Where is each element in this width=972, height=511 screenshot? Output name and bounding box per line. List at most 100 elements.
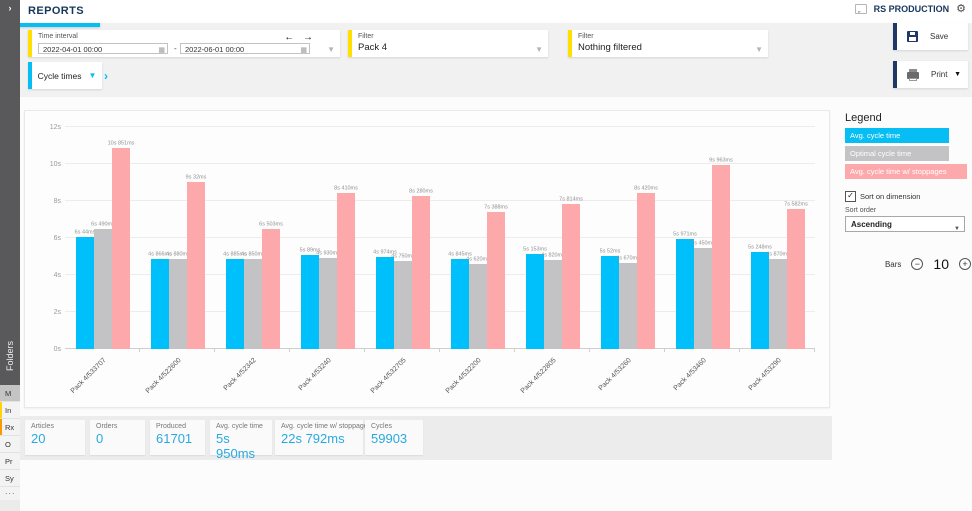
yellow-accent-bar [348,30,352,57]
stat-label: Orders [96,423,118,430]
bar-group: 4s 885ms 4s 850ms 6s 503ms Pack 4/52342 [215,127,290,392]
bar[interactable]: 5s 450ms [691,241,714,349]
sidebar-tab-m[interactable]: M [0,385,20,402]
bar[interactable]: 4s 850ms [241,252,264,349]
tab-accent-bar [0,402,2,418]
prev-interval-arrow-icon[interactable]: ← [284,32,298,43]
time-nav-arrows: ← → [284,32,316,43]
bar[interactable]: 4s 974ms [373,250,396,349]
calendar-icon[interactable]: ▦ [300,46,307,54]
print-button[interactable]: Print ▼ [893,61,968,88]
bar-group: 5s 971ms 5s 450ms 9s 963ms Pack 4/53460 [665,127,740,392]
legend-item[interactable]: Optimal cycle time [845,146,949,161]
date-to-input[interactable]: 2022-06-01 00:00 ▦ [180,43,310,54]
bar[interactable]: 4s 670ms [616,255,639,349]
blue-accent-bar [28,62,32,89]
bar[interactable]: 5s 248ms [748,245,771,349]
gridline [65,200,815,202]
y-axis-tick-label: 4s [53,272,61,280]
sort-on-dimension-label: Sort on dimension [860,192,921,201]
bar-value-label: 7s 814ms [558,197,583,203]
printer-icon [907,69,919,81]
date-from-value: 2022-04-01 00:00 [43,45,103,54]
sidebar-tab-o[interactable]: O [0,436,20,453]
sort-order-select[interactable]: Ascending ▼ [845,216,965,232]
gridline [65,311,815,313]
chat-icon[interactable] [854,4,867,14]
gear-icon[interactable]: ⚙ [956,2,966,15]
bar[interactable]: 4s 930ms [316,251,339,349]
bar-value-label: 6s 44ms [74,229,95,236]
bar[interactable]: 10s 851ms [107,141,134,349]
chevron-down-icon[interactable]: ▼ [755,45,763,54]
x-axis-label: Pack 4/522805 [519,357,558,395]
header-right: RS PRODUCTION ⚙ [854,2,966,15]
bar-value-label: 7s 582ms [783,201,808,207]
bar[interactable]: 4s 620ms [466,256,489,349]
stat-value: 5s 950ms [216,431,256,461]
legend-item[interactable]: Avg. cycle time w/ stoppages [845,164,967,179]
bar[interactable]: 7s 388ms [484,205,507,349]
bar[interactable]: 7s 582ms [784,202,807,349]
yellow-accent-bar [568,30,572,57]
bar-value-label: 10s 851ms [107,141,134,147]
bar[interactable]: 4s 880ms [166,252,189,349]
increase-bars-button[interactable]: + [959,258,971,270]
bar[interactable]: 9s 32ms [185,175,206,349]
decrease-bars-button[interactable]: − [911,258,924,270]
bar-value-label: 5s 89ms [299,247,320,254]
chevron-down-icon[interactable]: ▼ [954,71,961,78]
bar[interactable]: 4s 885ms [223,251,246,349]
bar[interactable]: 5s 971ms [673,231,696,349]
bar-value-label: 8s 420ms [633,186,658,192]
sort-on-dimension-checkbox[interactable]: ✓ [845,191,856,202]
sidebar-tab-rx[interactable]: Rx [0,419,20,436]
bar-value-label: 7s 388ms [483,205,508,211]
bar[interactable]: 4s 866ms [148,252,171,349]
chevron-down-icon[interactable]: ▼ [327,45,335,54]
bar[interactable]: 5s 52ms [599,248,620,349]
bar[interactable]: 7s 814ms [559,197,582,349]
bar[interactable]: 4s 845ms [448,252,471,349]
bar[interactable]: 8s 280ms [409,189,432,349]
sidebar-expand-icon[interactable]: › [8,3,12,13]
stat-label: Avg. cycle time w/ stoppages [281,423,372,430]
x-axis-label: Pack 4/522600 [144,357,183,395]
bar[interactable]: 8s 420ms [634,186,657,349]
save-button-label: Save [930,32,949,41]
filter-panel-secondary[interactable]: Filter Nothing filtered ▼ [568,30,768,57]
date-from-input[interactable]: 2022-04-01 00:00 ▦ [38,43,168,54]
y-axis-tick-label: 8s [53,198,61,206]
print-button-label: Print [931,70,948,79]
bar[interactable]: 4s 870ms [766,252,789,349]
x-axis-label: Pack 4/532200 [444,357,483,395]
bar[interactable]: 6s 44ms [74,230,95,349]
header-bar: REPORTS RS PRODUCTION ⚙ [20,0,972,23]
next-interval-arrow-icon[interactable]: → [303,32,316,43]
bar[interactable]: 5s 89ms [299,248,320,349]
bar-value-label: 4s 620ms [465,256,490,262]
bar-value-label: 4s 974ms [372,249,397,256]
bar[interactable]: 9s 963ms [709,157,732,349]
save-button[interactable]: Save [893,23,968,50]
chevron-down-icon[interactable]: ▼ [535,45,543,54]
bar[interactable]: 4s 820ms [541,253,564,349]
bar[interactable]: 4s 750ms [391,254,414,349]
sidebar-tab-pr[interactable]: Pr [0,453,20,470]
stat-label: Articles [31,423,54,430]
time-interval-label: Time interval [38,33,78,40]
bar[interactable]: 5s 153ms [523,246,546,349]
bar[interactable]: 8s 410ms [334,186,357,349]
bar[interactable]: 6s 490ms [91,222,114,349]
calendar-icon[interactable]: ▦ [158,46,165,54]
sidebar-tab-sy[interactable]: Sy [0,470,20,487]
legend-item[interactable]: Avg. cycle time [845,128,949,143]
bar[interactable]: 6s 503ms [259,221,282,349]
bar-group: 6s 44ms 6s 490ms 10s 851ms Pack 4/533707 [65,127,140,395]
sidebar-folders-label[interactable]: Folders [5,341,15,372]
bar-chart: 0s 2s 4s 6s 8s 10s 12s 6s 44ms 6s 490ms 10s 851ms… [50,124,815,395]
sidebar-overflow-button[interactable]: ... [0,487,20,500]
sidebar-tab-in[interactable]: In [0,402,20,419]
filter-panel-measure-point[interactable]: Filter Pack 4 ▼ [348,30,548,57]
report-type-dropdown[interactable]: Cycle times ▼ [28,62,102,89]
